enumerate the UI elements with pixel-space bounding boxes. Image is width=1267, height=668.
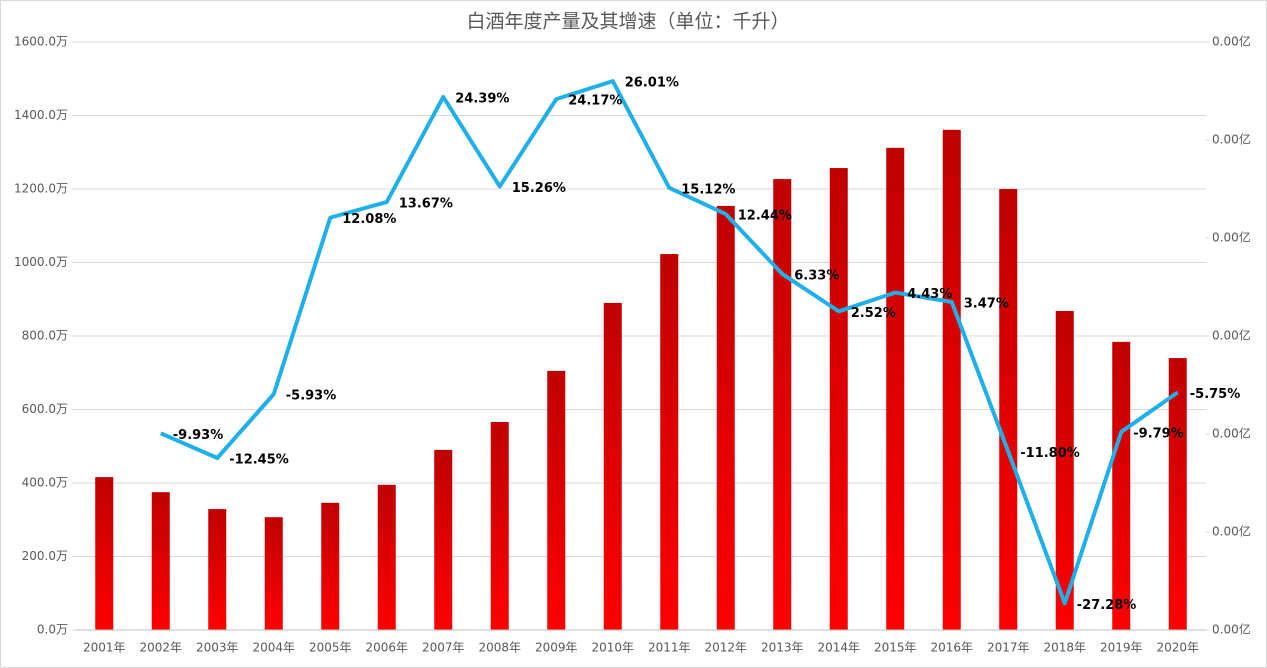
y-tick-label: 600.0万 xyxy=(22,402,68,416)
line xyxy=(159,79,1179,606)
data-label: 12.44% xyxy=(738,209,792,224)
data-label: 15.12% xyxy=(681,182,735,197)
y-tick-label: 200.0万 xyxy=(22,549,68,563)
data-label: 15.26% xyxy=(512,181,566,196)
x-tick-label: 2005年 xyxy=(309,641,352,655)
bar xyxy=(716,205,735,630)
x-tick-label: 2009年 xyxy=(535,641,578,655)
data-label: 13.67% xyxy=(399,197,453,212)
bar xyxy=(208,509,227,630)
x-tick-label: 2010年 xyxy=(591,641,634,655)
data-label: 3.47% xyxy=(964,296,1009,311)
y-tick-label: 0.0万 xyxy=(37,623,68,637)
y2-tick-label: 0.00亿 xyxy=(1212,230,1251,245)
y2-tick-label: 0.00亿 xyxy=(1212,328,1251,343)
x-tick-label: 2004年 xyxy=(252,641,295,655)
bar xyxy=(1055,311,1074,630)
bar xyxy=(547,370,566,630)
data-label: -27.28% xyxy=(1077,598,1137,613)
x-tick-label: 2016年 xyxy=(930,641,973,655)
x-tick-label: 2001年 xyxy=(83,641,126,655)
data-label: 6.33% xyxy=(794,268,839,283)
data-label: -12.45% xyxy=(229,453,289,468)
y2-tick-label: 0.00亿 xyxy=(1212,34,1251,49)
chart-title: 白酒年度产量及其增速（单位：千升） xyxy=(466,11,789,33)
x-tick-label: 2014年 xyxy=(817,641,860,655)
data-label: 24.39% xyxy=(455,91,509,106)
x-tick-label: 2018年 xyxy=(1043,641,1086,655)
x-tick-label: 2002年 xyxy=(139,641,182,655)
data-label: -9.79% xyxy=(1133,426,1184,441)
bar xyxy=(95,477,114,630)
x-tick-label: 2006年 xyxy=(365,641,408,655)
bar xyxy=(942,129,961,630)
x-tick-label: 2015年 xyxy=(874,641,917,655)
x-tick-label: 2007年 xyxy=(422,641,465,655)
data-label: 26.01% xyxy=(625,76,679,91)
bar xyxy=(829,168,848,631)
bar xyxy=(490,421,509,630)
x-tick-label: 2012年 xyxy=(704,641,747,655)
bar xyxy=(1112,341,1131,630)
data-label: 2.52% xyxy=(851,306,896,321)
data-label: -11.80% xyxy=(1020,446,1080,461)
x-tick-label: 2011年 xyxy=(648,641,691,655)
bar xyxy=(264,517,283,630)
bar xyxy=(886,147,905,630)
data-label: -5.75% xyxy=(1190,387,1241,402)
data-label: 24.17% xyxy=(568,94,622,109)
x-tick-label: 2003年 xyxy=(196,641,239,655)
y-tick-label: 1400.0万 xyxy=(14,108,68,122)
y-tick-label: 1200.0万 xyxy=(14,182,68,196)
x-tick-label: 2020年 xyxy=(1156,641,1199,655)
data-label: 4.43% xyxy=(907,287,952,302)
x-tick-label: 2019年 xyxy=(1100,641,1143,655)
data-label: 12.08% xyxy=(342,212,396,227)
bar xyxy=(321,502,340,630)
y-tick-label: 1600.0万 xyxy=(14,35,68,49)
bar xyxy=(603,302,622,630)
y-tick-label: 1000.0万 xyxy=(14,255,68,269)
y2-tick-label: 0.00亿 xyxy=(1212,622,1251,637)
x-tick-label: 2013年 xyxy=(761,641,804,655)
bar xyxy=(377,484,396,630)
bar xyxy=(434,449,453,630)
bar xyxy=(773,179,792,630)
x-tick-label: 2008年 xyxy=(478,641,521,655)
bar xyxy=(1168,358,1187,630)
y2-tick-label: 0.00亿 xyxy=(1212,426,1251,441)
y-tick-label: 400.0万 xyxy=(22,476,68,490)
data-label: -9.93% xyxy=(173,428,224,443)
x-tick-label: 2017年 xyxy=(987,641,1030,655)
bar xyxy=(999,189,1018,630)
bar xyxy=(151,492,170,630)
data-label: -5.93% xyxy=(286,389,337,404)
y2-tick-label: 0.00亿 xyxy=(1212,132,1251,147)
y2-tick-label: 0.00亿 xyxy=(1212,524,1251,539)
y-tick-label: 800.0万 xyxy=(22,329,68,343)
bar xyxy=(660,254,679,631)
